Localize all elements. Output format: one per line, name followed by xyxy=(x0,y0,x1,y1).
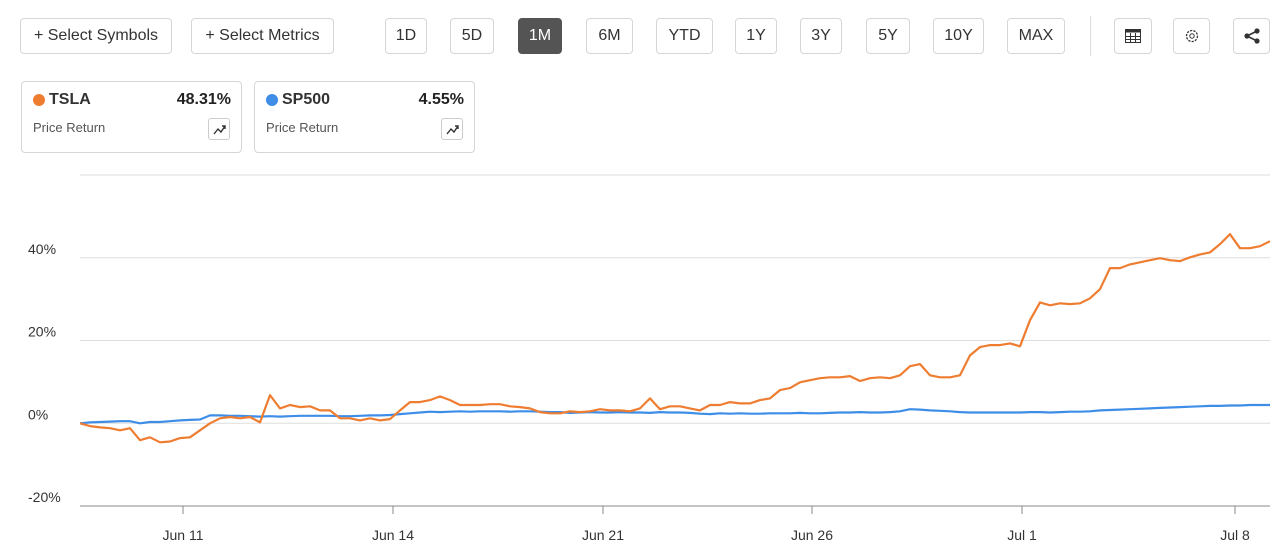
range-button[interactable]: 10Y xyxy=(933,18,984,54)
y-tick-label: 0% xyxy=(28,406,48,422)
table-button[interactable] xyxy=(1114,18,1152,54)
range-button[interactable]: 3Y xyxy=(800,18,842,54)
x-tick-label: Jun 26 xyxy=(791,527,833,543)
range-button[interactable]: 6M xyxy=(586,18,633,54)
chart-type-icon[interactable] xyxy=(208,118,230,140)
share-icon xyxy=(1243,28,1260,44)
chart-type-icon[interactable] xyxy=(441,118,463,140)
range-button[interactable]: 1M xyxy=(518,18,562,54)
legend-dot xyxy=(33,94,45,106)
range-button[interactable]: MAX xyxy=(1007,18,1065,54)
select-symbols[interactable]: + Select Symbols xyxy=(20,18,172,54)
trend-icon xyxy=(213,125,226,135)
legend-dot xyxy=(266,94,278,106)
legend-card[interactable]: TSLA 48.31% Price Return xyxy=(21,81,242,153)
legend-value: 4.55% xyxy=(418,91,464,108)
table-icon xyxy=(1125,29,1141,43)
divider xyxy=(1090,16,1091,56)
trend-icon xyxy=(446,125,459,135)
y-tick-label: 20% xyxy=(28,324,56,340)
legend-name: SP500 xyxy=(282,91,331,108)
legend-name: TSLA xyxy=(49,91,91,108)
series-line xyxy=(79,233,1271,444)
legend-metric: Price Return xyxy=(266,120,339,135)
range-button[interactable]: 5D xyxy=(450,18,494,54)
y-tick-label: -20% xyxy=(28,489,61,505)
legend-value: 48.31% xyxy=(176,91,231,108)
range-button[interactable]: YTD xyxy=(656,18,713,54)
settings-button[interactable] xyxy=(1173,18,1210,54)
legend-metric: Price Return xyxy=(33,120,106,135)
x-tick-label: Jun 14 xyxy=(372,527,414,543)
x-tick-label: Jun 21 xyxy=(582,527,624,543)
x-tick-label: Jun 11 xyxy=(163,527,204,543)
x-tick-label: Jul 1 xyxy=(1007,527,1037,543)
x-tick-label: Jul 8 xyxy=(1220,527,1250,543)
range-button[interactable]: 1D xyxy=(385,18,427,54)
gear-icon xyxy=(1185,29,1198,43)
select-metrics[interactable]: + Select Metrics xyxy=(191,18,334,54)
share-button[interactable] xyxy=(1233,18,1270,54)
y-tick-label: 40% xyxy=(28,241,56,257)
series-line xyxy=(79,403,1270,425)
range-button[interactable]: 1Y xyxy=(735,18,777,54)
range-button[interactable]: 5Y xyxy=(866,18,910,54)
legend-card[interactable]: SP500 4.55% Price Return xyxy=(254,81,475,153)
